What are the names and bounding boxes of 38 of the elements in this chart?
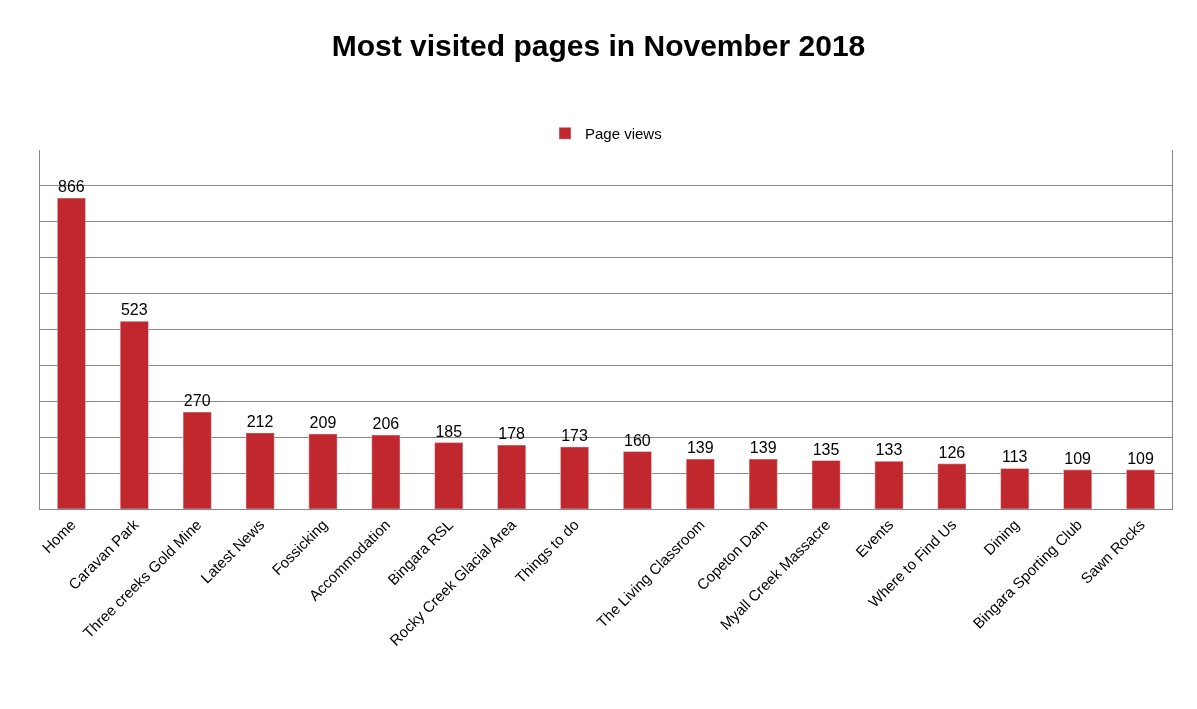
bar [57,197,86,509]
bar [308,433,338,509]
bar [1000,468,1030,509]
bar [119,320,149,509]
data-label: 178 [498,425,526,443]
bar [623,451,652,509]
data-label: 135 [812,440,840,458]
bar [434,442,464,509]
data-label: 109 [1127,449,1154,467]
data-label: 139 [749,439,777,457]
bar [245,432,275,509]
bar [1126,469,1155,509]
bar [371,434,401,509]
data-label: 209 [309,413,337,431]
data-label: 126 [938,443,966,461]
data-label: 206 [372,415,400,433]
data-label: 139 [686,439,714,457]
legend-label: Page views [585,125,662,143]
bar [1063,469,1093,509]
bar [685,458,715,509]
data-label: 212 [246,412,274,430]
chart-title: Most visited pages in November 2018 [331,29,866,63]
data-label: 866 [58,178,85,196]
bar [748,458,778,509]
bar [937,463,967,509]
data-label: 270 [183,392,211,410]
data-label: 113 [1001,448,1028,466]
data-label: 523 [120,301,148,319]
data-label: 133 [875,441,903,459]
data-label: 185 [435,422,463,440]
bar [497,444,527,509]
data-label: 160 [624,431,651,449]
bar [874,461,904,509]
data-label: 173 [561,426,588,444]
bar [560,446,589,509]
bar [811,460,841,509]
data-label: 109 [1064,449,1092,467]
bar [182,411,212,509]
